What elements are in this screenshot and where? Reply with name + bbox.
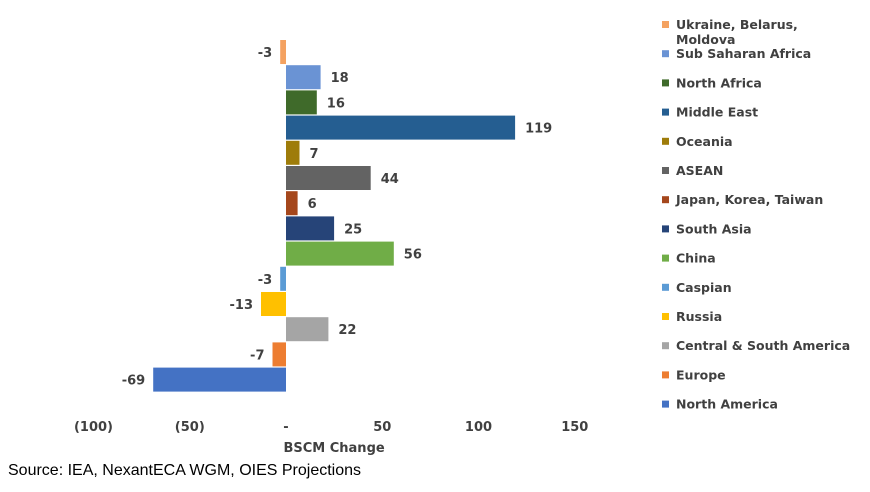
x-tick-label: 100 xyxy=(465,420,492,435)
legend-swatch-sub-saharan-africa xyxy=(662,50,669,58)
source-note: Source: IEA, NexantECA WGM, OIES Project… xyxy=(8,462,362,479)
x-tick-label: (100) xyxy=(74,420,113,435)
x-tick-label: 50 xyxy=(373,420,391,435)
legend-label-oceania: Oceania xyxy=(676,134,733,149)
legend-label-south-asia: South Asia xyxy=(676,221,752,236)
data-label-china: 56 xyxy=(404,248,422,263)
bar-sub-saharan-africa xyxy=(286,65,321,90)
x-tick-label: - xyxy=(283,420,288,435)
legend-swatch-north-africa xyxy=(662,79,669,87)
legend-label-russia: Russia xyxy=(676,309,722,324)
data-label-oceania: 7 xyxy=(310,147,319,162)
x-axis-ticks: (100) (50) - 50 100 150 xyxy=(74,420,588,435)
x-tick-label: (50) xyxy=(175,420,205,435)
bar-oceania xyxy=(286,140,300,165)
bar-russia xyxy=(261,292,286,316)
legend-label-central-south-america: Central & South America xyxy=(676,338,850,353)
data-label-north-america: -69 xyxy=(122,374,146,389)
data-label-sub-saharan-africa: 18 xyxy=(331,71,349,86)
legend-label-europe: Europe xyxy=(676,367,726,382)
x-axis-title: BSCM Change xyxy=(283,441,384,456)
data-label-south-asia: 25 xyxy=(344,222,362,237)
data-label-russia: -13 xyxy=(230,298,254,313)
legend-swatch-asean xyxy=(662,167,669,174)
data-label-north-africa: 16 xyxy=(327,96,345,111)
data-labels-group: -3 18 16 119 7 44 6 25 56 -3 -13 22 -7 -69 xyxy=(122,46,553,389)
legend-label-north-america: North America xyxy=(676,397,778,412)
bar-europe xyxy=(272,342,286,367)
legend-label-north-africa: North Africa xyxy=(676,75,762,90)
legend-swatch-caspian xyxy=(662,283,669,291)
bar-north-america xyxy=(153,367,286,392)
legend-swatch-north-america xyxy=(662,400,669,408)
data-label-central-south-america: 22 xyxy=(338,323,356,338)
legend-swatch-russia xyxy=(662,313,669,320)
data-label-asean: 44 xyxy=(381,172,399,187)
bar-china xyxy=(286,241,394,266)
legend-label-caspian: Caspian xyxy=(676,280,732,295)
data-label-middle-east: 119 xyxy=(525,122,552,137)
bars-group xyxy=(153,40,516,392)
bar-north-africa xyxy=(286,90,317,115)
legend-swatch-south-asia xyxy=(662,225,669,233)
legend-label-sub-saharan-africa: Sub Saharan Africa xyxy=(676,46,811,61)
bar-japan-korea-taiwan xyxy=(286,191,298,216)
legend-label-ukraine-belarus-moldova: Ukraine, Belarus, xyxy=(676,17,798,32)
legend-label-asean: ASEAN xyxy=(676,163,723,178)
legend-label-middle-east: Middle East xyxy=(676,105,758,120)
data-label-europe: -7 xyxy=(250,348,264,363)
bar-middle-east xyxy=(286,115,516,140)
bar-ukraine-belarus-moldova xyxy=(280,40,286,64)
data-label-ukraine-belarus-moldova: -3 xyxy=(258,46,272,61)
legend-swatch-central-south-america xyxy=(662,342,669,350)
legend-swatch-china xyxy=(662,254,669,262)
legend-swatch-japan-korea-taiwan xyxy=(662,196,669,204)
legend-swatch-ukraine-belarus-moldova xyxy=(662,21,669,28)
data-label-japan-korea-taiwan: 6 xyxy=(308,197,317,212)
x-tick-label: 150 xyxy=(561,420,588,435)
bar-south-asia xyxy=(286,216,335,241)
bar-asean xyxy=(286,166,371,190)
data-label-caspian: -3 xyxy=(258,273,272,288)
legend-swatch-oceania xyxy=(662,137,669,145)
bar-central-south-america xyxy=(286,317,329,342)
legend-label-japan-korea-taiwan: Japan, Korea, Taiwan xyxy=(675,192,823,207)
bar-caspian xyxy=(280,266,286,291)
legend-swatch-europe xyxy=(662,371,669,379)
legend-label-ukraine-belarus-moldova: Moldova xyxy=(676,32,735,47)
legend-label-china: China xyxy=(676,251,716,266)
legend-swatch-middle-east xyxy=(662,108,669,116)
